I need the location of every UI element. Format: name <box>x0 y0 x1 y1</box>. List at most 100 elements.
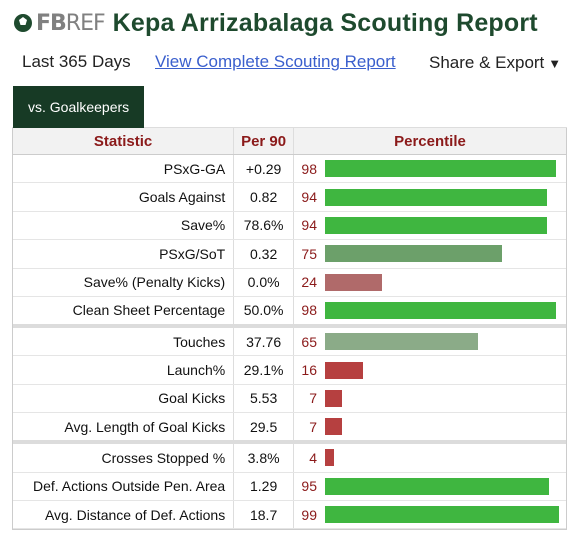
table-row: PSxG/SoT 0.32 75 <box>13 240 566 269</box>
page-header: FBREF Kepa Arrizabalaga Scouting Report <box>12 6 538 40</box>
percentile-bar-track <box>325 418 561 436</box>
percentile-value: 24 <box>301 274 317 291</box>
stat-name[interactable]: Avg. Distance of Def. Actions <box>13 500 235 529</box>
percentile-bar <box>325 333 478 351</box>
table-row: Goals Against 0.82 94 <box>13 183 566 212</box>
percentile-value: 7 <box>309 390 317 407</box>
percentile-bar-track <box>325 506 561 524</box>
stat-name[interactable]: PSxG/SoT <box>13 240 235 268</box>
percentile-bar <box>325 506 559 524</box>
percentile-value: 65 <box>301 333 317 350</box>
percentile-bar-track <box>325 333 561 351</box>
stat-name[interactable]: Goals Against <box>13 183 235 211</box>
percentile-bar <box>325 273 382 291</box>
percentile-bar <box>325 160 556 178</box>
percentile-cell: 99 <box>294 501 566 528</box>
fbref-logo[interactable]: FBREF <box>12 10 106 36</box>
percentile-bar-track <box>325 273 561 291</box>
percentile-bar <box>325 216 547 234</box>
percentile-cell: 98 <box>294 155 566 182</box>
percentile-bar-track <box>325 188 561 206</box>
percentile-cell: 95 <box>294 473 566 500</box>
page-title: Kepa Arrizabalaga Scouting Report <box>112 8 538 37</box>
per90-value: 37.76 <box>234 327 294 356</box>
table-row: PSxG-GA +0.29 98 <box>13 155 566 184</box>
percentile-bar <box>325 245 502 263</box>
tab-vs-goalkeepers[interactable]: vs. Goalkeepers <box>13 86 145 128</box>
column-header-statistic[interactable]: Statistic <box>13 128 235 154</box>
table-row: Avg. Distance of Def. Actions 18.7 99 <box>13 500 566 530</box>
percentile-bar <box>325 361 363 379</box>
column-header-per90[interactable]: Per 90 <box>234 128 294 154</box>
table-row: Touches 37.76 65 <box>13 327 566 357</box>
stat-name[interactable]: Crosses Stopped % <box>13 444 235 472</box>
percentile-cell: 7 <box>294 385 566 412</box>
per90-value: 0.82 <box>234 183 294 211</box>
percentile-value: 94 <box>301 189 317 206</box>
percentile-cell: 65 <box>294 328 566 355</box>
table-row: Save% (Penalty Kicks) 0.0% 24 <box>13 268 566 297</box>
percentile-value: 99 <box>301 506 317 523</box>
scouting-table: Statistic Per 90 Percentile PSxG-GA +0.29… <box>12 128 567 531</box>
percentile-cell: 4 <box>294 444 566 471</box>
percentile-value: 98 <box>301 302 317 319</box>
full-report-link[interactable]: View Complete Scouting Report <box>155 52 396 71</box>
percentile-value: 4 <box>309 449 317 466</box>
per90-value: 29.1% <box>234 356 294 384</box>
percentile-cell: 94 <box>294 183 566 210</box>
logo-ref-text: REF <box>65 10 106 36</box>
stat-name[interactable]: Save% <box>13 211 235 240</box>
per90-value: 0.32 <box>234 240 294 268</box>
percentile-bar-track <box>325 361 561 379</box>
per90-value: 18.7 <box>234 500 294 529</box>
stat-name[interactable]: Goal Kicks <box>13 384 235 413</box>
percentile-value: 98 <box>301 160 317 177</box>
percentile-cell: 24 <box>294 269 566 296</box>
stat-name[interactable]: Def. Actions Outside Pen. Area <box>13 472 235 500</box>
percentile-bar <box>325 449 334 467</box>
table-row: Avg. Length of Goal Kicks 29.5 7 <box>13 413 566 445</box>
table-row: Goal Kicks 5.53 7 <box>13 384 566 414</box>
stat-name[interactable]: Avg. Length of Goal Kicks <box>13 413 235 441</box>
percentile-value: 95 <box>301 478 317 495</box>
report-subbar: Last 365 Days View Complete Scouting Rep… <box>0 48 577 78</box>
per90-value: 1.29 <box>234 472 294 500</box>
table-row: Clean Sheet Percentage 50.0% 98 <box>13 296 566 328</box>
table-header: Statistic Per 90 Percentile <box>13 128 566 155</box>
stat-name[interactable]: Touches <box>13 327 235 356</box>
stat-name[interactable]: PSxG-GA <box>13 155 235 183</box>
per90-value: 5.53 <box>234 384 294 413</box>
stat-name[interactable]: Clean Sheet Percentage <box>13 296 235 324</box>
percentile-cell: 75 <box>294 240 566 267</box>
soccer-ball-icon <box>14 14 32 32</box>
percentile-value: 75 <box>301 245 317 262</box>
table-row: Launch% 29.1% 16 <box>13 356 566 385</box>
stat-name[interactable]: Save% (Penalty Kicks) <box>13 268 235 296</box>
percentile-value: 94 <box>301 217 317 234</box>
percentile-value: 7 <box>309 418 317 435</box>
percentile-cell: 94 <box>294 212 566 239</box>
logo-fb-text: FB <box>36 10 67 36</box>
period-label: Last 365 Days <box>22 52 131 71</box>
percentile-bar-track <box>325 301 561 319</box>
percentile-cell: 16 <box>294 356 566 383</box>
percentile-bar-track <box>325 449 561 467</box>
percentile-bar-track <box>325 245 561 263</box>
percentile-bar-track <box>325 160 561 178</box>
percentile-cell: 7 <box>294 413 566 440</box>
share-export-button[interactable]: Share & Export ▼ <box>429 53 561 73</box>
percentile-bar-track <box>325 477 561 495</box>
percentile-bar <box>325 389 342 407</box>
table-row: Crosses Stopped % 3.8% 4 <box>13 444 566 473</box>
per90-value: 3.8% <box>234 444 294 472</box>
caret-down-icon: ▼ <box>548 56 562 71</box>
stat-name[interactable]: Launch% <box>13 356 235 384</box>
percentile-bar-track <box>325 389 561 407</box>
percentile-bar <box>325 477 549 495</box>
per90-value: 78.6% <box>234 211 294 240</box>
percentile-cell: 98 <box>294 297 566 324</box>
per90-value: 50.0% <box>234 296 294 324</box>
column-header-percentile[interactable]: Percentile <box>394 132 466 150</box>
percentile-bar <box>325 418 342 436</box>
table-body: PSxG-GA +0.29 98 Goals Against 0.82 94 Save% 78… <box>13 155 566 530</box>
